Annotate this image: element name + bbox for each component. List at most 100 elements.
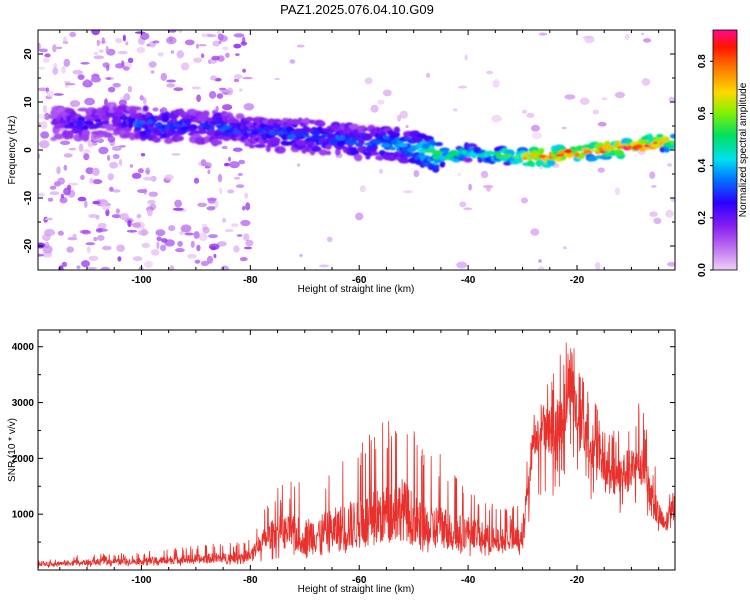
spectrogram-noise-blob bbox=[492, 79, 500, 88]
spectrogram-noise-blob bbox=[174, 199, 183, 208]
spectrogram-ridge-blob bbox=[211, 138, 220, 147]
spectrogram-ridge-core bbox=[355, 143, 364, 147]
spectrogram-noise-blob bbox=[83, 153, 90, 161]
spectrogram-ridge-core bbox=[190, 124, 197, 129]
spectrogram-ridge-blob bbox=[105, 125, 115, 131]
spectrogram-noise-blob bbox=[112, 189, 121, 193]
spectrogram-noise-blob bbox=[179, 230, 185, 236]
spectrogram-noise-blob bbox=[224, 162, 230, 167]
spectrogram-noise-blob bbox=[91, 30, 100, 36]
spectrogram-noise-blob bbox=[111, 214, 122, 219]
spectrogram-noise-blob bbox=[117, 256, 122, 262]
spectrogram-ridge-core bbox=[574, 152, 580, 158]
spectrogram-ridge-blob bbox=[669, 133, 675, 139]
spectrogram-noise-blob bbox=[201, 33, 207, 38]
spectrogram-ridge-core bbox=[269, 130, 276, 136]
spectrogram-noise-blob bbox=[59, 140, 71, 145]
spectrogram-ridge-core bbox=[608, 145, 616, 150]
spectrogram-noise-blob bbox=[148, 191, 158, 197]
spectrogram-noise-blob bbox=[144, 260, 154, 269]
spectrogram-noise-blob bbox=[150, 249, 160, 256]
spectrogram-y-tick-label: -10 bbox=[23, 190, 34, 205]
spectrogram-ridge-blob bbox=[439, 147, 450, 153]
spectrogram-ridge-core bbox=[599, 151, 607, 154]
spectrogram-noise-blob bbox=[202, 226, 210, 234]
spectrogram-noise-blob bbox=[624, 33, 630, 40]
spectrogram-noise-blob bbox=[561, 126, 567, 130]
spectrogram-noise-blob bbox=[84, 97, 95, 106]
spectrogram-ridge-blob bbox=[311, 146, 322, 152]
spectrogram-noise-blob bbox=[166, 79, 177, 83]
spectrogram-ridge-blob bbox=[222, 135, 231, 142]
spectrogram-noise-blob bbox=[148, 61, 157, 68]
spectrogram-ridge-core bbox=[277, 131, 284, 135]
spectrogram-noise-blob bbox=[40, 121, 48, 129]
spectrogram-ridge-core bbox=[442, 156, 450, 160]
spectrogram-noise-blob bbox=[143, 188, 148, 195]
spectrogram-ridge-blob bbox=[77, 116, 86, 122]
spectrogram-noise-blob bbox=[38, 87, 48, 92]
spectrogram-ridge-blob bbox=[463, 157, 473, 163]
spectrogram-noise-blob bbox=[166, 36, 177, 45]
colorbar-tick-label: 0.8 bbox=[697, 54, 708, 68]
spectrogram-noise-blob bbox=[289, 59, 296, 64]
spectrogram-noise-blob bbox=[63, 58, 71, 67]
spectrogram-noise-blob bbox=[457, 172, 462, 176]
spectrogram-noise-blob bbox=[112, 82, 121, 88]
spectrogram-noise-blob bbox=[137, 229, 149, 236]
spectrogram-noise-blob bbox=[413, 170, 420, 178]
spectrogram-noise-blob bbox=[72, 69, 83, 75]
spectrogram-noise-blob bbox=[242, 205, 246, 211]
spectrogram-ridge-core bbox=[78, 122, 83, 127]
spectrogram-ridge-core bbox=[119, 115, 129, 121]
spectrogram-noise-blob bbox=[85, 242, 96, 246]
spectrogram-ridge-blob bbox=[495, 154, 504, 159]
spectrogram-ridge-core bbox=[215, 124, 225, 128]
colorbar-tick-label: 0.0 bbox=[697, 263, 708, 277]
spectrogram-noise-blob bbox=[56, 46, 63, 50]
spectrogram-noise-blob bbox=[152, 40, 160, 44]
spectrogram-noise-blob bbox=[216, 241, 227, 247]
spectrogram-noise-blob bbox=[233, 74, 243, 80]
spectrogram-ridge-blob bbox=[123, 127, 132, 133]
spectrogram-ridge-blob bbox=[389, 146, 396, 151]
snr-x-axis-label: Height of straight line (km) bbox=[298, 584, 415, 595]
spectrogram-ridge-core bbox=[591, 149, 598, 152]
spectrogram-noise-blob bbox=[526, 112, 535, 118]
spectrogram-noise-blob bbox=[98, 49, 104, 53]
spectrogram-y-tick-label: -20 bbox=[23, 238, 34, 253]
spectrogram-noise-blob bbox=[227, 189, 235, 194]
spectrogram-y-tick-label: 20 bbox=[23, 48, 34, 60]
spectrogram-noise-blob bbox=[49, 191, 60, 196]
spectrogram-ridge-core bbox=[495, 151, 502, 155]
spectrogram-noise-blob bbox=[66, 184, 72, 191]
spectrogram-noise-blob bbox=[80, 174, 85, 181]
spectrogram-noise-blob bbox=[209, 91, 217, 99]
spectrogram-frame bbox=[37, 29, 676, 271]
spectrogram-x-tick-label: -80 bbox=[243, 275, 258, 286]
spectrogram-ridge-blob bbox=[53, 133, 64, 140]
spectrogram-noise-blob bbox=[76, 265, 81, 270]
snr-x-tick-label: -20 bbox=[570, 575, 585, 586]
spectrogram-ridge-blob bbox=[295, 139, 307, 146]
spectrogram-ridge-core bbox=[147, 119, 153, 124]
spectrogram-ridge-blob bbox=[433, 164, 440, 170]
spectrogram-noise-blob bbox=[92, 200, 100, 205]
spectrogram-ridge-core bbox=[380, 143, 390, 148]
spectrogram-noise-blob bbox=[171, 153, 181, 156]
spectrogram-ridge-core bbox=[180, 126, 190, 131]
spectrogram-noise-blob bbox=[93, 52, 99, 55]
spectrogram-ridge-core bbox=[172, 123, 181, 127]
spectrogram-noise-blob bbox=[198, 233, 208, 241]
spectrogram-ridge-core bbox=[522, 157, 527, 160]
spectrogram-noise-layer bbox=[38, 30, 675, 270]
spectrogram-noise-blob bbox=[206, 206, 216, 211]
spectrogram-noise-blob bbox=[106, 77, 112, 80]
spectrogram-noise-blob bbox=[168, 30, 177, 33]
spectrogram-noise-blob bbox=[538, 266, 545, 270]
spectrogram-noise-blob bbox=[196, 244, 201, 252]
spectrogram-noise-blob bbox=[274, 77, 280, 81]
spectrogram-noise-blob bbox=[81, 260, 90, 268]
spectrogram-noise-blob bbox=[459, 201, 467, 208]
spectrogram-noise-blob bbox=[296, 163, 301, 167]
